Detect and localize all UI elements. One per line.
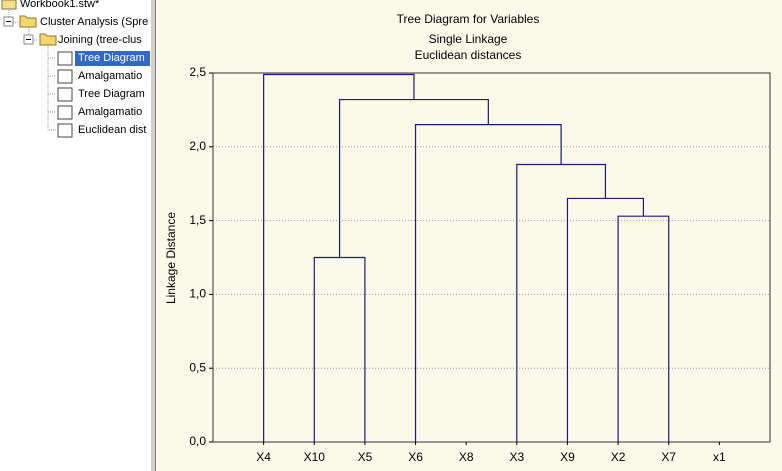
x-tick-label: X9: [560, 450, 575, 464]
x-tick-label: X7: [661, 450, 676, 464]
y-tick-label: 2,0: [189, 139, 206, 153]
graph-window: [156, 0, 782, 471]
sheet-icon: [57, 69, 73, 84]
x-tick-label: x1: [713, 450, 726, 464]
folder-icon: [19, 15, 37, 28]
tree-item[interactable]: Tree Diagram: [78, 88, 145, 100]
chart-title: Tree Diagram for Variables: [397, 12, 540, 26]
y-tick-label: 0,0: [189, 434, 206, 448]
tree-item[interactable]: Amalgamatio: [78, 70, 142, 82]
y-tick-label: 0,5: [189, 360, 206, 374]
tree-item[interactable]: Joining (tree-clus: [58, 34, 142, 46]
selection: [75, 51, 150, 66]
y-axis-label: Linkage Distance: [164, 212, 178, 304]
sheet-icon: [57, 105, 73, 120]
y-tick-label: 2,5: [189, 65, 206, 79]
plot: 0,0 0,5 1,0 1,5 2,0 2,5 X4 X10 X5 X6 X8 X3 X9 X2 X7 x1: [189, 65, 771, 464]
chart-subtitle: Euclidean distances: [415, 48, 522, 62]
x-tick-label: X10: [304, 450, 326, 464]
y-tick-label: 1,0: [189, 287, 206, 301]
chart-subtitle: Single Linkage: [429, 32, 508, 46]
x-tick-label: X4: [256, 450, 271, 464]
tree-item[interactable]: Cluster Analysis (Spre: [40, 16, 148, 28]
tree: Workbook1.stw* Cluster Analysis (Spre Jo…: [1, 0, 150, 138]
tree-item[interactable]: Euclidean dist: [78, 124, 147, 136]
x-tick-label: X3: [509, 450, 524, 464]
x-tick-label: X6: [408, 450, 423, 464]
folder-icon: [39, 33, 57, 46]
tree-item[interactable]: Workbook1.stw*: [20, 0, 100, 10]
tree-item[interactable]: Tree Diagram: [78, 52, 145, 64]
dendrogram-link: [263, 73, 415, 442]
workbook-icon: [1, 0, 17, 10]
x-tick-label: X8: [459, 450, 474, 464]
graph-icon: [57, 87, 73, 102]
x-tick-label: X5: [358, 450, 373, 464]
x-tick-label: X2: [611, 450, 626, 464]
tree-panel: [0, 0, 151, 471]
splitter[interactable]: [151, 0, 156, 471]
graph-icon: [57, 51, 73, 66]
plot-frame: [212, 72, 771, 443]
sheet-icon: [57, 123, 73, 138]
y-tick-label: 1,5: [189, 213, 206, 227]
tree-item[interactable]: Amalgamatio: [78, 106, 142, 118]
